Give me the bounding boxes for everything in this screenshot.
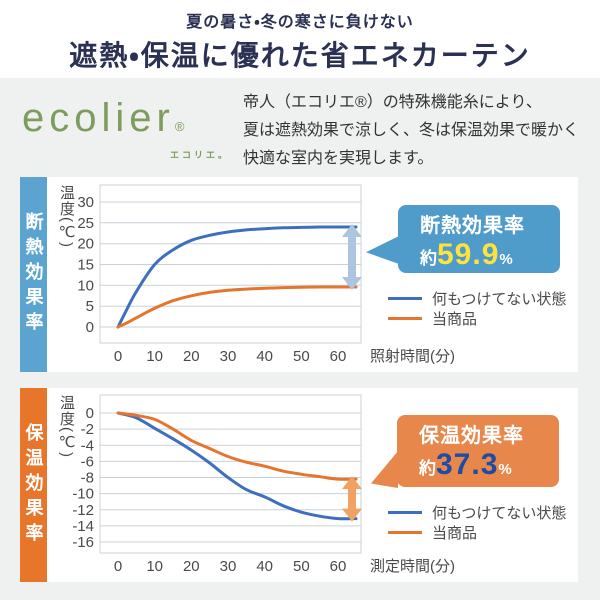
retention-legend: 何もつけてない状態 当商品 [388,502,566,542]
legend-label: 当商品 [432,310,478,328]
y-axis-label: 温度(℃) [58,185,75,248]
page-title: 遮熱・保温に優れた省エネカーテン [69,41,531,72]
y-tick-label: -6 [81,453,94,470]
x-tick-label: 0 [114,348,122,365]
x-tick-label: 50 [293,558,310,575]
gap-arrow [342,476,362,522]
y-tick-label: -4 [81,437,94,454]
y-tick-label: 10 [77,277,94,294]
x-tick-label: 30 [220,348,237,365]
legend-row: 何もつけてない状態 [388,502,566,522]
content-area: ecolier® エコリエ。 帝人（エコリエ®）の特殊機能糸により、 夏は遮熱効… [0,78,600,600]
x-tick-label: 10 [146,348,163,365]
x-tick-label: 60 [330,348,347,365]
logo-text: ecolier [22,96,175,140]
legend-row: 当商品 [388,522,566,542]
callout-title: 保温効果率 [419,425,524,447]
insulation-panel: 断熱効果率 温度(℃) 0 5 10 15 20 25 30 0 10 20 30 40 50 60 照射時… [20,177,578,372]
y-axis-label: 温度(℃) [58,395,75,458]
y-tick-label: -8 [81,470,94,487]
retention-side-label: 保温効果率 [20,388,47,582]
callout-value: 37.3 [436,448,499,481]
y-tick-label: 5 [86,298,94,315]
y-tick-label: -14 [72,518,94,535]
legend-label: 何もつけてない状態 [432,290,567,308]
y-tick-label: 30 [77,194,94,211]
legend-swatch-blue [388,510,422,514]
insulation-legend: 何もつけてない状態 当商品 [388,288,566,328]
x-axis-label: 照射時間(分) [370,348,455,365]
legend-label: 当商品 [432,524,478,542]
y-tick-label: -16 [72,534,94,551]
y-tick-label: -10 [72,486,94,503]
callout-approx: 約 [419,459,436,478]
y-tick-label: 20 [77,236,94,253]
callout-title: 断熱効果率 [420,215,525,237]
x-tick-label: 20 [183,348,200,365]
series-line [116,225,358,329]
y-tick-label: 15 [77,257,94,274]
gap-arrow [342,224,362,290]
x-tick-label: 0 [114,558,122,575]
y-tick-label: -12 [72,502,94,519]
plot-frame [99,394,362,554]
series-line [116,411,358,481]
brand-description: 帝人（エコリエ®）の特殊機能糸により、 夏は遮熱効果で涼しく、冬は保温効果で暖か… [243,94,580,167]
x-tick-label: 40 [256,558,273,575]
insulation-callout: 断熱効果率 約59.9% [398,205,560,273]
series-line [116,411,358,521]
x-tick-label: 10 [146,558,163,575]
insulation-side-label: 断熱効果率 [20,177,47,372]
y-tick-label: 0 [86,319,94,336]
legend-row: 何もつけてない状態 [388,288,566,308]
retention-side-label-text: 保温効果率 [23,422,44,548]
series-line [116,285,358,329]
insulation-side-label-text: 断熱効果率 [23,212,44,337]
retention-callout: 保温効果率 約37.3% [397,415,559,487]
insulation-chart: 0 5 10 15 20 25 30 0 10 20 30 40 50 60 照射時間(分) [77,184,455,365]
callout-unit: % [499,251,513,268]
y-tick-label: 25 [77,215,94,232]
page-header: 夏の暑さ・冬の寒さに負けない 遮熱・保温に優れた省エネカーテン [0,0,600,78]
legend-label: 何もつけてない状態 [432,504,567,522]
logo-ruby: エコリエ。 [170,150,231,160]
x-tick-label: 50 [293,348,310,365]
callout-value: 59.9 [437,238,500,271]
legend-swatch-orange [388,316,422,320]
ecolier-logo: ecolier® [22,96,184,141]
legend-swatch-orange [388,530,422,534]
heat-retention-panel: 保温効果率 温度(℃) 0 -2 -4 -6 -8 -10 -12 -14 -16 0 10 20 30… [20,388,578,582]
x-tick-label: 20 [183,558,200,575]
x-tick-label: 30 [220,558,237,575]
x-tick-label: 40 [256,348,273,365]
header-subtitle: 夏の暑さ・冬の寒さに負けない [186,14,414,31]
registered-mark-icon: ® [174,119,185,134]
callout-value-row: 約59.9% [420,239,560,276]
callout-approx: 約 [420,249,437,268]
y-tick-label: -2 [81,421,94,438]
x-axis-label: 測定時間(分) [370,558,455,575]
legend-swatch-blue [388,296,422,300]
x-tick-label: 60 [330,558,347,575]
retention-chart: 0-2-4-6-8-10-12-14-160 10 20 30 40 50 60 測定時間(分… [72,394,455,575]
legend-row: 当商品 [388,308,566,328]
callout-unit: % [498,461,512,478]
y-tick-label: 0 [86,405,94,422]
callout-value-row: 約37.3% [419,449,559,486]
